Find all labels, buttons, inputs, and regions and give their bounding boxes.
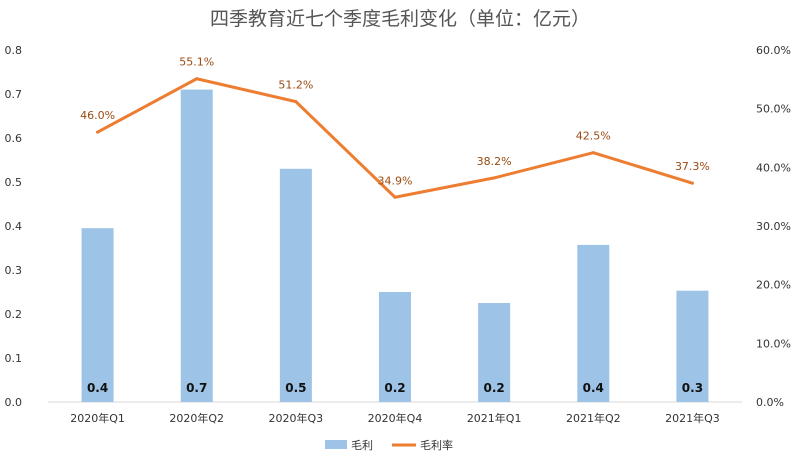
bar [81, 228, 114, 402]
y-axis-tick-label: 0.6 [5, 132, 23, 145]
x-axis-tick-label: 2021年Q1 [467, 411, 522, 425]
y2-axis-tick-label: 60.0% [756, 44, 791, 57]
y-axis-tick-label: 0.5 [5, 176, 23, 189]
legend-swatch-bar [325, 440, 347, 449]
legend[interactable]: 毛利 毛利率 [325, 438, 453, 452]
line-point [294, 100, 298, 104]
y-axis-tick-label: 0.7 [5, 88, 23, 101]
bar-value-label: 0.4 [583, 381, 604, 395]
y-axis-tick-label: 0.0 [5, 396, 23, 409]
y2-axis-tick-label: 30.0% [756, 220, 791, 233]
x-axis-tick-label: 2020年Q2 [169, 411, 224, 425]
bar-value-label: 0.4 [87, 381, 108, 395]
x-axis-tick-label: 2020年Q4 [368, 411, 423, 425]
bar-value-label: 0.3 [682, 381, 703, 395]
y2-axis-tick-label: 40.0% [756, 161, 791, 174]
x-axis-tick-label: 2020年Q1 [70, 411, 125, 425]
y-axis-tick-label: 0.8 [5, 44, 23, 57]
line-point [393, 195, 397, 199]
bar [379, 292, 411, 402]
axes: 0.0 0.1 0.2 0.3 0.4 0.5 0.6 0.7 0.8 0.0% 10.0% 20.0… [5, 44, 791, 425]
line-value-label: 38.2% [477, 155, 512, 168]
y2-axis-tick-label: 10.0% [756, 337, 791, 350]
bar-value-label: 0.5 [285, 381, 306, 395]
y2-axis-tick-label: 0.0% [756, 396, 784, 409]
line-series [96, 77, 694, 199]
bar [180, 89, 213, 402]
legend-label: 毛利 [351, 439, 373, 452]
line-value-label: 34.9% [378, 174, 413, 187]
x-axis-tick-label: 2021年Q2 [566, 411, 621, 425]
x-axis-tick-label: 2021年Q3 [665, 411, 720, 425]
x-axis-tick-label: 2020年Q3 [269, 411, 324, 425]
y-axis-tick-label: 0.4 [5, 220, 23, 233]
chart-title: 四季教育近七个季度毛利变化（单位：亿元） [210, 8, 590, 30]
y2-axis-tick-label: 50.0% [756, 103, 791, 116]
line-value-label: 46.0% [80, 109, 115, 122]
bar [279, 168, 312, 402]
line-value-label: 55.1% [179, 56, 214, 69]
bar [478, 303, 511, 402]
bar-value-label: 0.2 [384, 381, 405, 395]
line-point [690, 181, 694, 185]
y-axis-tick-label: 0.3 [5, 264, 23, 277]
line-point [591, 151, 595, 155]
y-axis-tick-label: 0.2 [5, 308, 23, 321]
line-point [195, 77, 199, 81]
line-value-label: 42.5% [576, 130, 611, 143]
legend-label: 毛利率 [420, 438, 453, 452]
y-axis-tick-label: 0.1 [5, 352, 23, 365]
line-point [492, 176, 496, 180]
bar-value-label: 0.2 [484, 381, 505, 395]
data-labels: 0.4 0.7 0.5 0.2 0.2 0.4 0.3 46.0% 55.1% 51.2% 34.9… [80, 56, 710, 395]
line-point [96, 130, 100, 134]
bar-series [81, 89, 709, 402]
y2-axis-tick-label: 20.0% [756, 279, 791, 292]
bar [676, 290, 709, 402]
bar [577, 244, 610, 402]
line-value-label: 37.3% [675, 160, 710, 173]
line-value-label: 51.2% [278, 79, 313, 92]
bar-value-label: 0.7 [186, 381, 207, 395]
